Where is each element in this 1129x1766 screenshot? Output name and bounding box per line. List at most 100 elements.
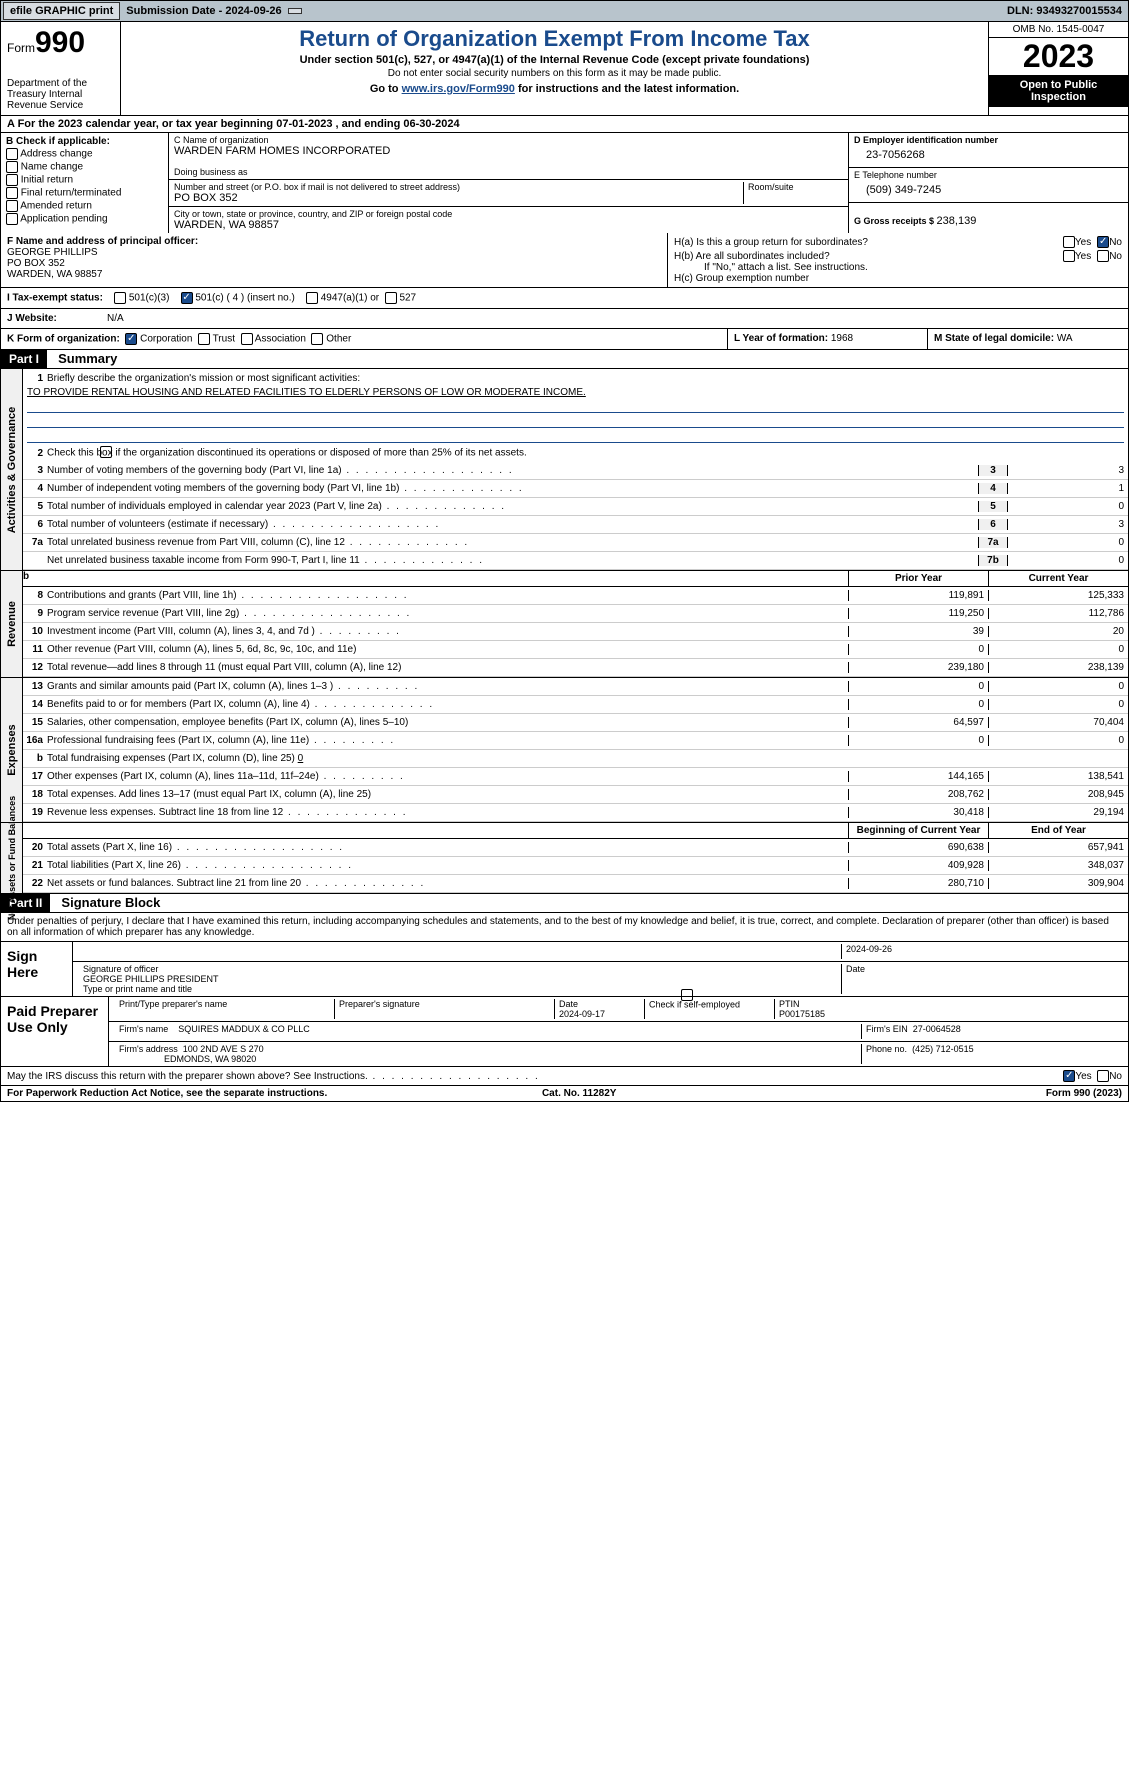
ptin: PTINP00175185 [775, 999, 1122, 1019]
street: PO BOX 352 [174, 192, 743, 204]
check-other[interactable] [311, 333, 323, 345]
check-4947[interactable] [306, 292, 318, 304]
discuss-yes[interactable] [1063, 1070, 1075, 1082]
org-name-label: C Name of organization [174, 135, 843, 145]
vlabel-activities: Activities & Governance [1, 369, 23, 570]
part2-header: Part II Signature Block [0, 894, 1129, 913]
box-f: F Name and address of principal officer:… [1, 233, 668, 287]
city-label: City or town, state or province, country… [174, 209, 843, 219]
sig-date: 2024-09-26 [842, 944, 1122, 959]
discuss-label: May the IRS discuss this return with the… [7, 1071, 540, 1082]
row-i: I Tax-exempt status: 501(c)(3) 501(c) ( … [0, 288, 1129, 309]
topbar: efile GRAPHIC print Submission Date - 20… [0, 0, 1129, 22]
check-501c[interactable] [181, 292, 193, 304]
p9: 119,250 [848, 608, 988, 619]
check-l2[interactable] [100, 446, 112, 458]
officer-name: GEORGE PHILLIPS [7, 247, 661, 258]
box-e: E Telephone number (509) 349-7245 [849, 168, 1128, 203]
l20: Total assets (Part X, line 16) [47, 842, 848, 853]
mission: TO PROVIDE RENTAL HOUSING AND RELATED FA… [23, 387, 1128, 398]
sig-date-lbl: Date [842, 964, 1122, 994]
check-initial[interactable]: Initial return [6, 174, 163, 186]
prep-sig-lbl: Preparer's signature [335, 999, 555, 1019]
ha-label: H(a) Is this a group return for subordin… [674, 237, 1063, 248]
firm-addr: Firm's address 100 2ND AVE S 270 EDMONDS… [115, 1044, 862, 1064]
firm-phone: Phone no. (425) 712-0515 [862, 1044, 1122, 1064]
check-assoc[interactable] [241, 333, 253, 345]
form-label: Form [7, 41, 35, 55]
efile-print-button[interactable]: efile GRAPHIC print [3, 2, 120, 20]
l10: Investment income (Part VIII, column (A)… [47, 626, 848, 637]
check-501c3[interactable] [114, 292, 126, 304]
irs-link[interactable]: www.irs.gov/Form990 [402, 83, 515, 95]
l19: Revenue less expenses. Subtract line 18 … [47, 807, 848, 818]
submission-date-label: Submission Date - 2024-09-26 [122, 5, 285, 17]
phone-label: E Telephone number [854, 170, 1123, 180]
prep-name-lbl: Print/Type preparer's name [115, 999, 335, 1019]
declaration: Under penalties of perjury, I declare th… [1, 913, 1128, 941]
form-title: Return of Organization Exempt From Incom… [127, 26, 982, 52]
l8: Contributions and grants (Part VIII, lin… [47, 590, 848, 601]
box-c: C Name of organization WARDEN FARM HOMES… [169, 133, 848, 233]
check-application[interactable]: Application pending [6, 213, 163, 225]
c11: 0 [988, 644, 1128, 655]
b21: 409,928 [848, 860, 988, 871]
revenue-section: Revenue bPrior YearCurrent Year 8Contrib… [0, 571, 1129, 678]
p11: 0 [848, 644, 988, 655]
tax-year: 2023 [989, 38, 1128, 75]
part1-header: Part I Summary [0, 350, 1129, 369]
org-name: WARDEN FARM HOMES INCORPORATED [174, 145, 843, 157]
sig-officer-cell2: Signature of officer GEORGE PHILLIPS PRE… [79, 964, 842, 994]
fh-row: F Name and address of principal officer:… [0, 233, 1129, 288]
l3: Number of voting members of the governin… [47, 465, 978, 476]
c15: 70,404 [988, 717, 1128, 728]
l11: Other revenue (Part VIII, column (A), li… [47, 644, 848, 655]
l7a: Total unrelated business revenue from Pa… [47, 537, 978, 548]
form-number: 990 [35, 26, 85, 59]
check-final[interactable]: Final return/terminated [6, 187, 163, 199]
footer: For Paperwork Reduction Act Notice, see … [0, 1086, 1129, 1102]
hb-label: H(b) Are all subordinates included? [674, 251, 1063, 262]
sign-here-label: Sign Here [1, 942, 73, 996]
l18: Total expenses. Add lines 13–17 (must eq… [47, 789, 848, 800]
firm-ein: Firm's EIN 27-0064528 [862, 1024, 1122, 1039]
header-right: OMB No. 1545-0047 2023 Open to Public In… [988, 22, 1128, 115]
l16b: Total fundraising expenses (Part IX, col… [47, 753, 848, 764]
box-h: H(a) Is this a group return for subordin… [668, 233, 1128, 287]
l9: Program service revenue (Part VIII, line… [47, 608, 848, 619]
check-selfemp[interactable] [681, 989, 693, 1001]
check-corp[interactable] [125, 333, 137, 345]
c19: 29,194 [988, 807, 1128, 818]
check-name[interactable]: Name change [6, 161, 163, 173]
l17: Other expenses (Part IX, column (A), lin… [47, 771, 848, 782]
tax-year-row: A For the 2023 calendar year, or tax yea… [0, 116, 1129, 133]
check-527[interactable] [385, 292, 397, 304]
check-trust[interactable] [198, 333, 210, 345]
check-address[interactable]: Address change [6, 148, 163, 160]
dept-treasury: Department of the Treasury Internal Reve… [7, 78, 114, 111]
e22: 309,904 [988, 878, 1128, 889]
l16a: Professional fundraising fees (Part IX, … [47, 735, 848, 746]
check-amended[interactable]: Amended return [6, 200, 163, 212]
ein: 23-7056268 [854, 145, 1123, 165]
k-label: K Form of organization: [7, 334, 120, 345]
discuss-no[interactable] [1097, 1070, 1109, 1082]
hb-yes[interactable] [1063, 250, 1075, 262]
l14: Benefits paid to or for members (Part IX… [47, 699, 848, 710]
na-colhdr: Beginning of Current YearEnd of Year [23, 823, 1128, 839]
expenses-section: Expenses 13Grants and similar amounts pa… [0, 678, 1129, 823]
city: WARDEN, WA 98857 [174, 219, 843, 231]
signature-block: Under penalties of perjury, I declare th… [0, 913, 1129, 1086]
box-d: D Employer identification number 23-7056… [849, 133, 1128, 168]
topbar-spacer [288, 8, 302, 14]
p12: 239,180 [848, 662, 988, 673]
hb-no[interactable] [1097, 250, 1109, 262]
ha-yes[interactable] [1063, 236, 1075, 248]
c8: 125,333 [988, 590, 1128, 601]
p16a: 0 [848, 735, 988, 746]
dln: DLN: 93493270015534 [1007, 5, 1128, 17]
ha-no[interactable] [1097, 236, 1109, 248]
paperwork-notice: For Paperwork Reduction Act Notice, see … [7, 1088, 327, 1099]
gross-receipts: 238,139 [937, 215, 977, 227]
l6: Total number of volunteers (estimate if … [47, 519, 978, 530]
